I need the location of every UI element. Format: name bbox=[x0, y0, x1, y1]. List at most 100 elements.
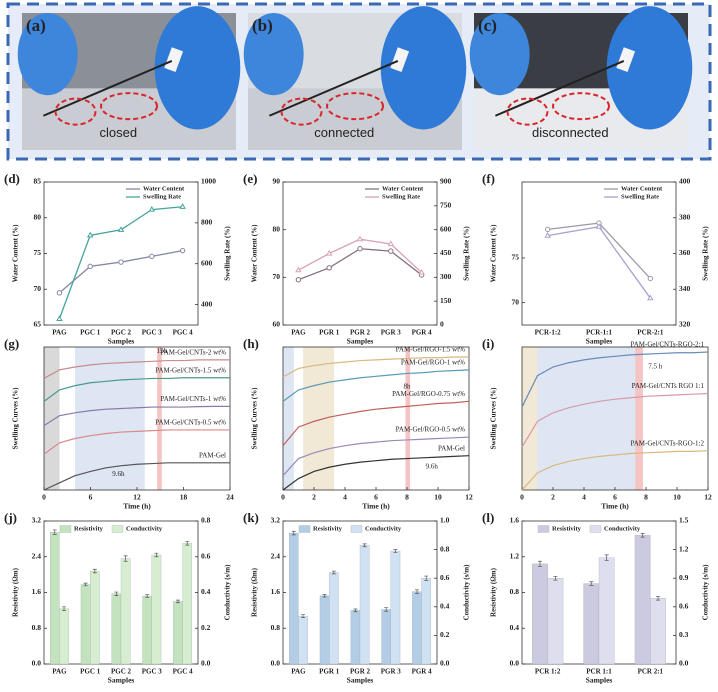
error-bar bbox=[123, 555, 128, 562]
error-bar bbox=[331, 570, 336, 575]
error-bar bbox=[301, 614, 306, 618]
curve-label: PAM-Gel/CNTs-2 wt% bbox=[160, 348, 226, 356]
photo-label: (c) bbox=[478, 16, 497, 35]
highlight-circle bbox=[280, 97, 323, 126]
series-line bbox=[43, 405, 230, 427]
y2-axis-label: Swelling Rate (%) bbox=[463, 226, 471, 281]
series-line bbox=[43, 359, 230, 379]
series-line bbox=[547, 222, 651, 279]
x-tick-label: PAG bbox=[52, 329, 67, 337]
series-line bbox=[43, 429, 230, 455]
error-bar bbox=[424, 575, 429, 581]
point bbox=[418, 268, 425, 275]
panel-label: (g) bbox=[4, 336, 19, 351]
error-bar bbox=[362, 543, 367, 548]
y2-tick-label: 0.2 bbox=[440, 630, 450, 639]
series-line bbox=[521, 351, 709, 408]
bar bbox=[547, 578, 564, 665]
point bbox=[87, 263, 93, 270]
photo: (c) disconnected bbox=[469, 6, 693, 150]
point bbox=[357, 246, 363, 252]
panel-label: (d) bbox=[4, 171, 20, 186]
x-axis-label: Time (h) bbox=[601, 502, 629, 511]
y-axis-label: Water Content (%) bbox=[490, 224, 498, 282]
error-bar bbox=[52, 529, 57, 535]
plot-frame bbox=[282, 181, 438, 326]
error-bar bbox=[154, 552, 159, 558]
time-region bbox=[405, 347, 411, 490]
curve-label: PAM-Gel/CNTs-1 wt% bbox=[160, 395, 226, 403]
y-tick-label: 75 bbox=[34, 248, 42, 257]
x-tick-label: PGR 1 bbox=[319, 668, 340, 676]
curve-label: PAM-Gel/RGO-0.75 wt% bbox=[392, 390, 465, 398]
point bbox=[647, 275, 654, 282]
annotation: 9.6h bbox=[112, 470, 125, 478]
y2-tick-label: 340 bbox=[679, 284, 691, 293]
y2-tick-label: 0.8 bbox=[440, 544, 450, 553]
panel-label: (i) bbox=[482, 336, 494, 351]
point bbox=[356, 235, 364, 242]
legend-swatch bbox=[589, 525, 602, 533]
legend-label: Conductivity bbox=[365, 525, 402, 532]
curve-label: PAM-Gel/CNTs-0.5 wt% bbox=[155, 419, 226, 427]
bar bbox=[80, 584, 91, 665]
point bbox=[86, 231, 94, 238]
highlight-circle bbox=[506, 97, 549, 126]
bar bbox=[421, 578, 431, 665]
bar bbox=[412, 591, 422, 665]
bar bbox=[50, 532, 60, 665]
x-tick-label: 8 bbox=[644, 493, 648, 502]
x-tick-label: PGR 2 bbox=[350, 329, 371, 337]
x-tick-label: 10 bbox=[673, 493, 681, 502]
connector bbox=[616, 47, 636, 73]
y2-tick-label: 320 bbox=[679, 320, 691, 329]
y-tick-label: 70 bbox=[34, 284, 42, 293]
series-line bbox=[282, 369, 470, 402]
y2-tick-label: 360 bbox=[679, 248, 691, 257]
series-line bbox=[282, 400, 470, 447]
curve-label: PAM-Gel/CNTs RGO 1:1 bbox=[632, 382, 705, 390]
bar bbox=[90, 570, 100, 665]
series-line bbox=[282, 436, 470, 477]
y2-tick-label: 1.2 bbox=[679, 544, 689, 553]
y2-tick-label: 600 bbox=[440, 224, 452, 233]
connector bbox=[164, 47, 184, 73]
annotation: 7.5 h bbox=[648, 363, 663, 371]
y2-tick-label: 150 bbox=[440, 296, 452, 305]
annotation: 15h bbox=[157, 347, 168, 355]
x-axis-label: Samples bbox=[586, 337, 613, 346]
x-tick-label: 2 bbox=[551, 493, 555, 502]
point bbox=[149, 253, 155, 260]
panel-label: (l) bbox=[482, 510, 494, 525]
series-line bbox=[282, 455, 470, 491]
y-tick-label: 0.0 bbox=[510, 659, 520, 668]
y2-axis-label: Conductivity (s/m) bbox=[702, 564, 710, 620]
legend-label: Resistivity bbox=[74, 525, 104, 532]
x-axis-label: Samples bbox=[347, 676, 374, 685]
bar bbox=[120, 558, 131, 665]
point bbox=[326, 265, 332, 271]
error-bar bbox=[589, 581, 594, 586]
bar bbox=[173, 601, 183, 665]
y-tick-label: 70 bbox=[273, 272, 281, 281]
error-bar bbox=[553, 575, 558, 581]
error-bar bbox=[92, 568, 97, 574]
y2-tick-label: 0.9 bbox=[679, 573, 689, 582]
series-line bbox=[43, 462, 230, 491]
legend-label: Resistivity bbox=[552, 525, 582, 532]
time-region bbox=[522, 347, 538, 490]
y2-tick-label: 400 bbox=[201, 299, 213, 308]
x-tick-label: 6 bbox=[89, 493, 93, 502]
y-axis-label: Swelling Curves (%) bbox=[12, 387, 20, 450]
y2-tick-label: 1.0 bbox=[440, 516, 450, 525]
series-line bbox=[521, 392, 709, 448]
error-bar bbox=[62, 606, 67, 611]
x-tick-label: 4 bbox=[582, 493, 586, 502]
x-tick-label: 18 bbox=[180, 493, 188, 502]
legend-label: Water Content bbox=[621, 185, 663, 192]
y2-tick-label: 0.4 bbox=[201, 587, 211, 596]
y2-tick-label: 0.3 bbox=[679, 630, 689, 639]
error-bar bbox=[604, 554, 609, 561]
point bbox=[595, 223, 603, 229]
curve-label: PAM-Gel/CNTs-1.5 wt% bbox=[155, 366, 226, 374]
